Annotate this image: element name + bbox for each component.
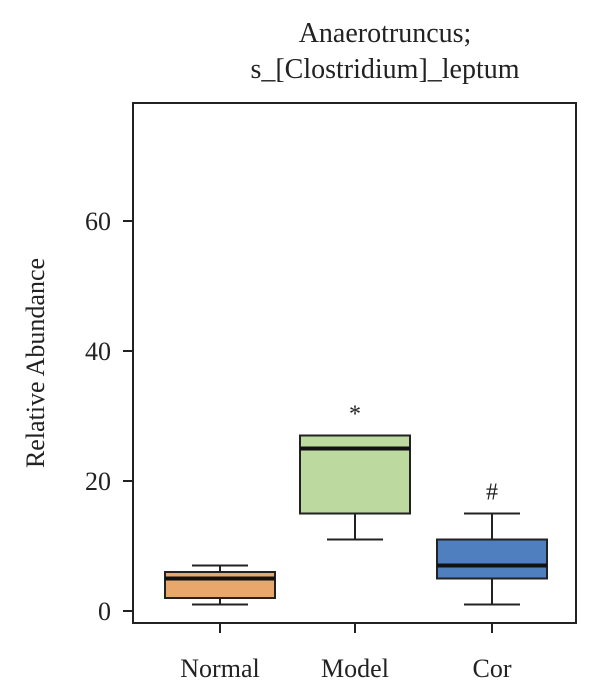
box-normal	[164, 564, 276, 606]
y-tick-label-2: 40	[85, 337, 111, 366]
box-cor: #	[436, 480, 548, 606]
x-tick-label-0: Normal	[180, 654, 259, 683]
box-group: *#	[164, 402, 548, 606]
y-tick-label-1: 20	[85, 467, 111, 496]
box-body	[164, 571, 276, 599]
box-model: *	[299, 402, 411, 541]
chart-title-line-1: Anaerotruncus;	[299, 18, 472, 49]
box-body	[436, 538, 548, 580]
y-tick-label-3: 60	[85, 207, 111, 236]
x-axis-ticks: Normal Model Cor	[180, 623, 512, 683]
y-axis-label: Relative Abundance	[21, 258, 50, 468]
y-tick-label-0: 0	[98, 597, 111, 626]
y-axis-ticks: 0 20 40 60	[85, 207, 133, 626]
significance-marker: *	[349, 402, 361, 428]
chart-title-line-2: s_[Clostridium]_leptum	[250, 54, 519, 85]
x-tick-label-2: Cor	[473, 654, 512, 683]
significance-marker: #	[486, 480, 498, 506]
x-tick-label-1: Model	[321, 654, 389, 683]
